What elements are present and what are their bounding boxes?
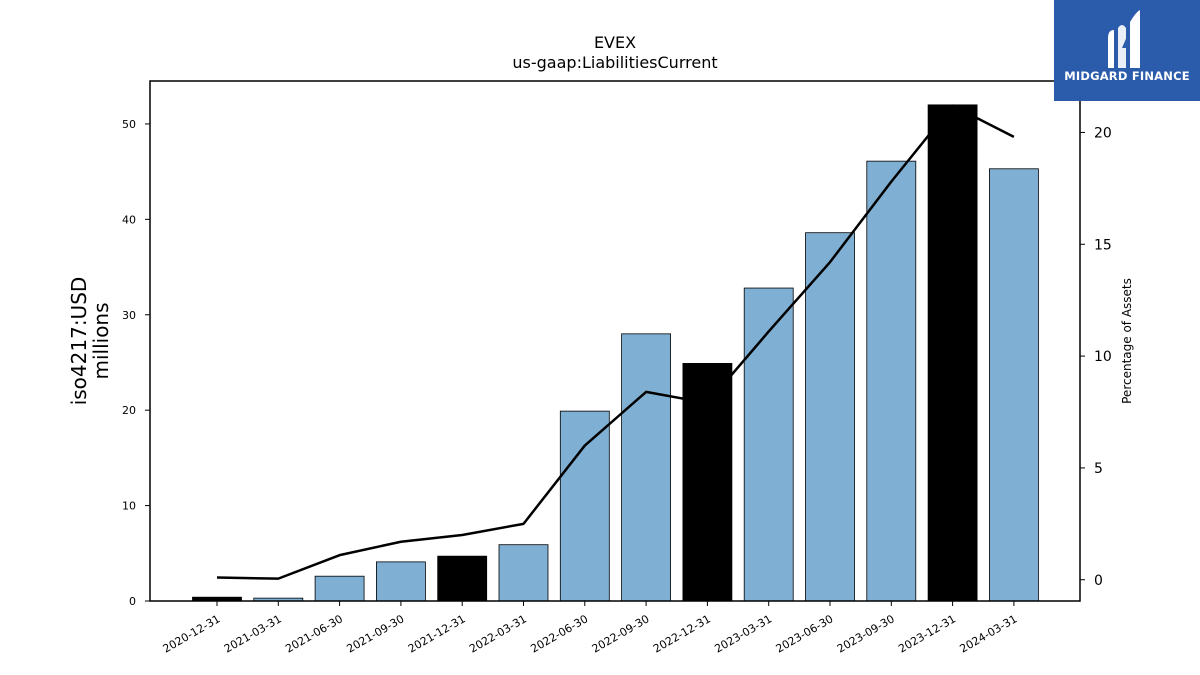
y-axis-right: 0 5 10 15 20 [1080,125,1112,589]
line-layer [216,104,1015,580]
bar-2022-03-31 [498,544,549,602]
y-tick-label-left: 20 [122,404,136,417]
x-tick-label: 2021-03-31 [222,612,284,655]
bar-2023-09-30 [866,160,917,602]
y-tick-label-left: 50 [122,118,136,131]
y-tick-label-right: 5 [1094,461,1103,477]
x-tick-label: 2021-06-30 [283,612,345,655]
chart-subtitle: us-gaap:LiabilitiesCurrent [512,53,717,72]
logo-text: MIDGARD FINANCE [1064,69,1190,83]
x-tick-label: 2023-12-31 [896,612,958,655]
bar-2023-03-31 [743,287,794,602]
percentage-line [216,104,1015,580]
x-tick-label: 2021-09-30 [345,612,407,655]
x-tick-label: 2022-09-30 [590,612,652,655]
bar-2021-06-30 [314,575,365,602]
x-tick-label: 2023-06-30 [774,612,836,655]
x-tick-label: 2023-03-31 [712,612,774,655]
y-tick-label-left: 30 [122,309,136,322]
logo-mark-icon [1108,10,1140,68]
y-tick-label-right: 0 [1094,573,1103,589]
x-tick-label: 2022-03-31 [467,612,529,655]
y-tick-label-left: 0 [129,595,136,608]
bar-2023-06-30 [805,232,855,602]
plot-frame [149,80,1081,602]
x-tick-label: 2022-12-31 [651,612,713,655]
x-tick-label: 2020-12-31 [161,612,223,655]
bar-2021-09-30 [375,561,426,602]
x-axis: 2020-12-31 2021-03-31 2021-06-30 2021-09-30… [161,601,1020,656]
x-tick-label: 2023-09-30 [835,612,897,655]
x-tick-label: 2021-12-31 [406,612,468,655]
y-tick-label-right: 10 [1094,349,1112,365]
chart-title: EVEX [594,33,636,52]
y-tick-label-right: 15 [1094,237,1112,253]
y-axis-label-right: Percentage of Assets [1120,278,1134,404]
bar-2023-12-31 [927,104,978,602]
bar-2022-09-30 [621,333,671,602]
bars [192,104,1039,602]
y-axis-label-left: iso4217:USDmillions [67,277,113,406]
bar-2024-03-31 [989,168,1039,602]
x-tick-label: 2022-06-30 [528,612,590,655]
logo: MIDGARD FINANCE [1054,0,1200,101]
bar-2022-06-30 [559,410,610,602]
y-tick-label-right: 20 [1094,125,1112,141]
y-axis-left: 0 10 20 30 40 50 [122,118,150,608]
bar-2021-12-31 [437,555,488,602]
y-tick-label-left: 10 [122,500,136,513]
x-tick-label: 2024-03-31 [958,612,1020,655]
y-tick-label-left: 40 [122,213,136,226]
